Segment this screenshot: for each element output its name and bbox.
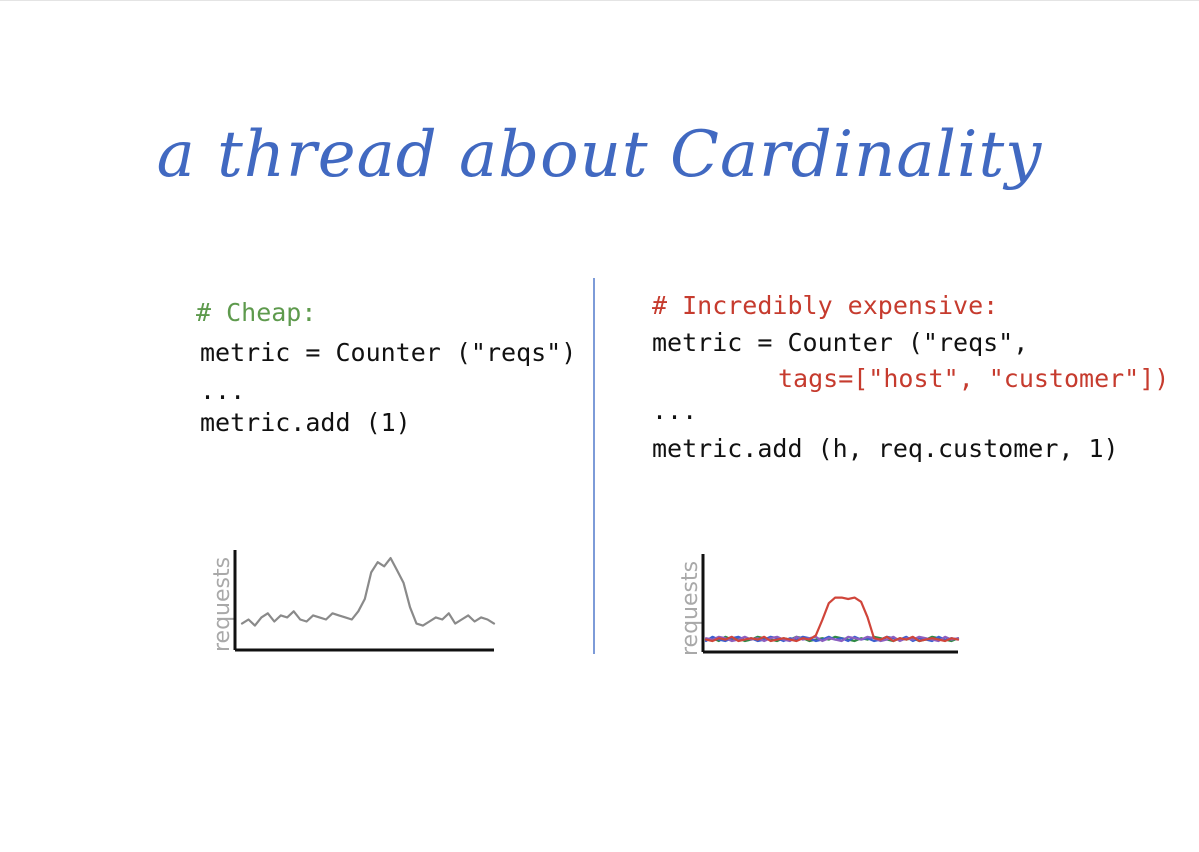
top-rule [0, 0, 1199, 1]
expensive-tags-line: tags=["host", "customer"]) [778, 364, 1170, 393]
expensive-counter-line: metric = Counter ("reqs", [652, 328, 1029, 357]
expensive-chart [701, 554, 960, 654]
series-line-0-0 [240, 557, 496, 627]
expensive-comment: # Incredibly expensive: [652, 291, 999, 320]
cheap-chart-series-layer [240, 557, 496, 627]
cheap-counter-line: metric = Counter ("reqs") [200, 338, 577, 367]
expensive-ellipsis: ... [652, 396, 698, 425]
cheap-comment: # Cheap: [196, 298, 317, 327]
expensive-add-line: metric.add (h, req.customer, 1) [652, 434, 1119, 463]
column-divider [593, 278, 595, 654]
page-title: a thread about Cardinality [156, 118, 1043, 192]
series-line-1-3 [704, 596, 960, 643]
cheap-add-line: metric.add (1) [200, 408, 411, 437]
cheap-ellipsis: ... [200, 376, 246, 405]
expensive-chart-series-layer [704, 596, 960, 643]
cheap-chart [233, 550, 496, 652]
